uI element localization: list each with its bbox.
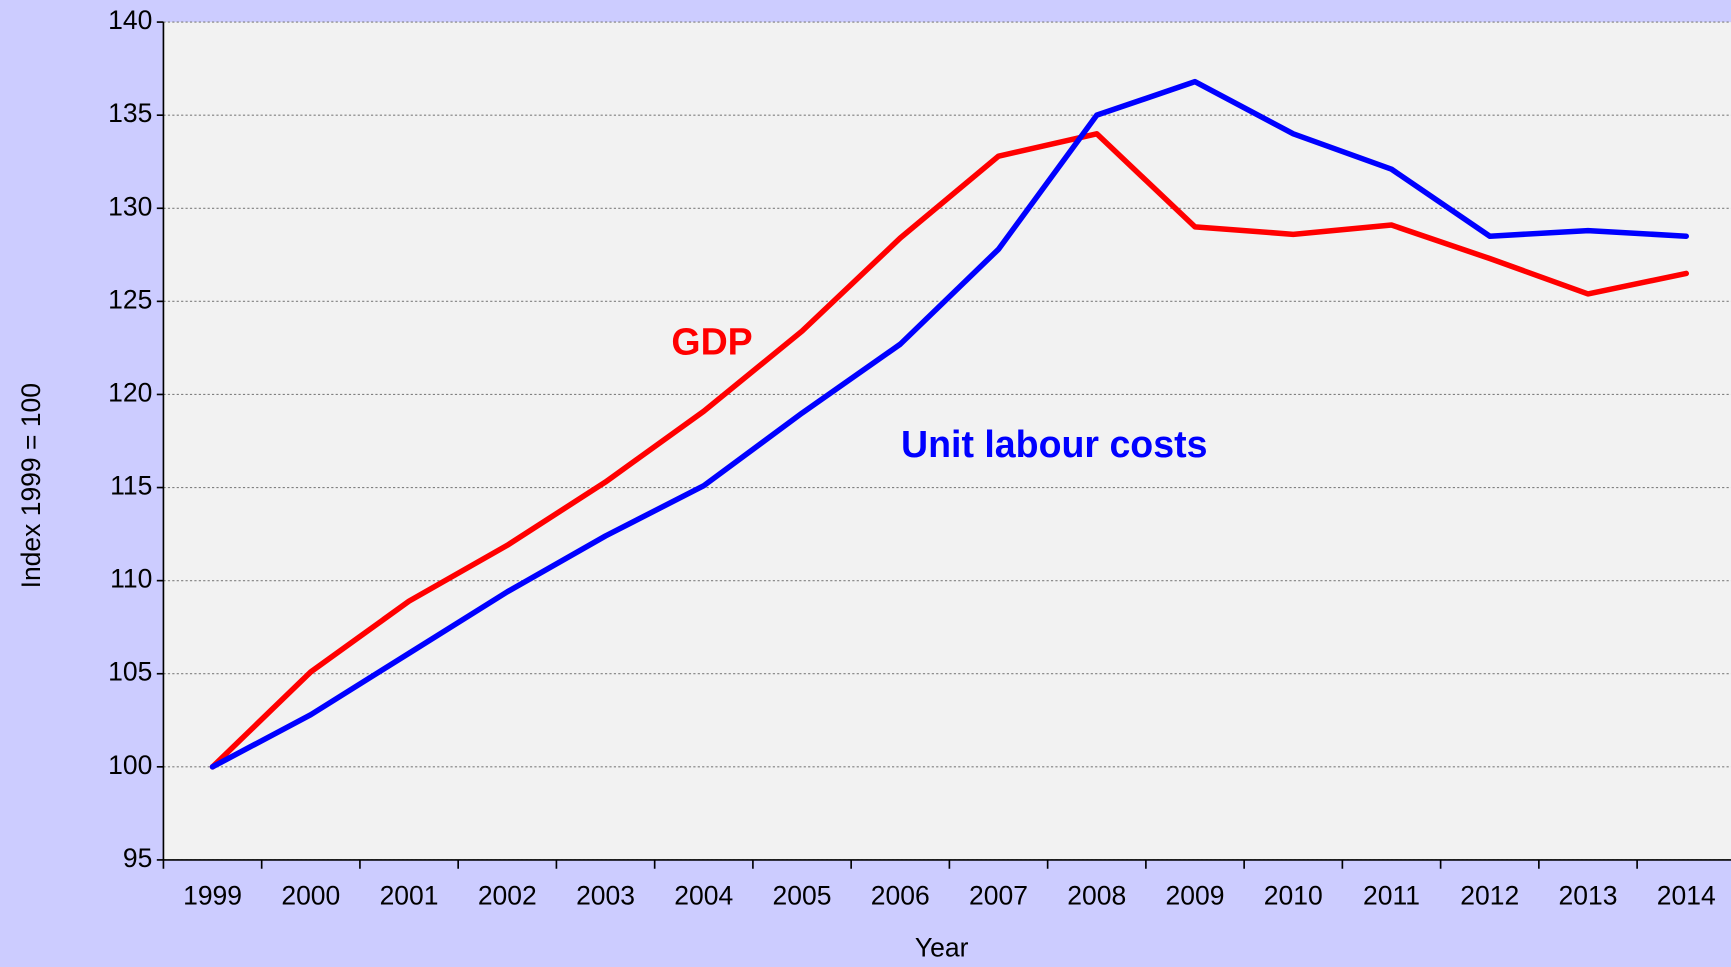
series-line bbox=[209, 131, 1689, 770]
series-label: Unit labour costs bbox=[901, 423, 1207, 465]
y-tick-label: 120 bbox=[108, 377, 152, 407]
y-tick-label: 105 bbox=[108, 657, 152, 687]
y-tick-label: 115 bbox=[110, 471, 152, 501]
y-axis-label: Index 1999 = 100 bbox=[16, 383, 46, 588]
x-tick-label: 2008 bbox=[1067, 880, 1126, 910]
x-tick-label: 1999 bbox=[183, 880, 242, 910]
x-tick-label: 2007 bbox=[969, 880, 1028, 910]
y-tick-label: 125 bbox=[108, 284, 152, 314]
x-tick-label: 2002 bbox=[478, 880, 537, 910]
x-tick-label: 2012 bbox=[1460, 880, 1519, 910]
x-axis-label: Year bbox=[915, 932, 969, 962]
x-tick-label: 2000 bbox=[281, 880, 340, 910]
y-tick-label: 100 bbox=[108, 750, 152, 780]
y-tick-label: 95 bbox=[123, 843, 152, 873]
x-tick-label: 2013 bbox=[1559, 880, 1618, 910]
x-tick-label: 2004 bbox=[674, 880, 733, 910]
y-tick-label: 110 bbox=[110, 564, 152, 594]
x-tick-label: 2011 bbox=[1363, 880, 1420, 910]
y-tick-label: 130 bbox=[108, 191, 152, 221]
series-line bbox=[209, 78, 1689, 770]
x-tick-label: 2010 bbox=[1264, 880, 1323, 910]
y-tick-label: 135 bbox=[108, 98, 152, 128]
y-tick-label: 140 bbox=[108, 5, 152, 35]
x-tick-label: 2006 bbox=[871, 880, 930, 910]
x-tick-label: 2009 bbox=[1166, 880, 1225, 910]
x-tick-label: 2003 bbox=[576, 880, 635, 910]
plot-area bbox=[163, 22, 1731, 860]
series-label: GDP bbox=[671, 320, 752, 362]
x-tick-label: 2014 bbox=[1657, 880, 1716, 910]
x-tick-label: 2001 bbox=[380, 880, 439, 910]
x-tick-label: 2005 bbox=[773, 880, 832, 910]
